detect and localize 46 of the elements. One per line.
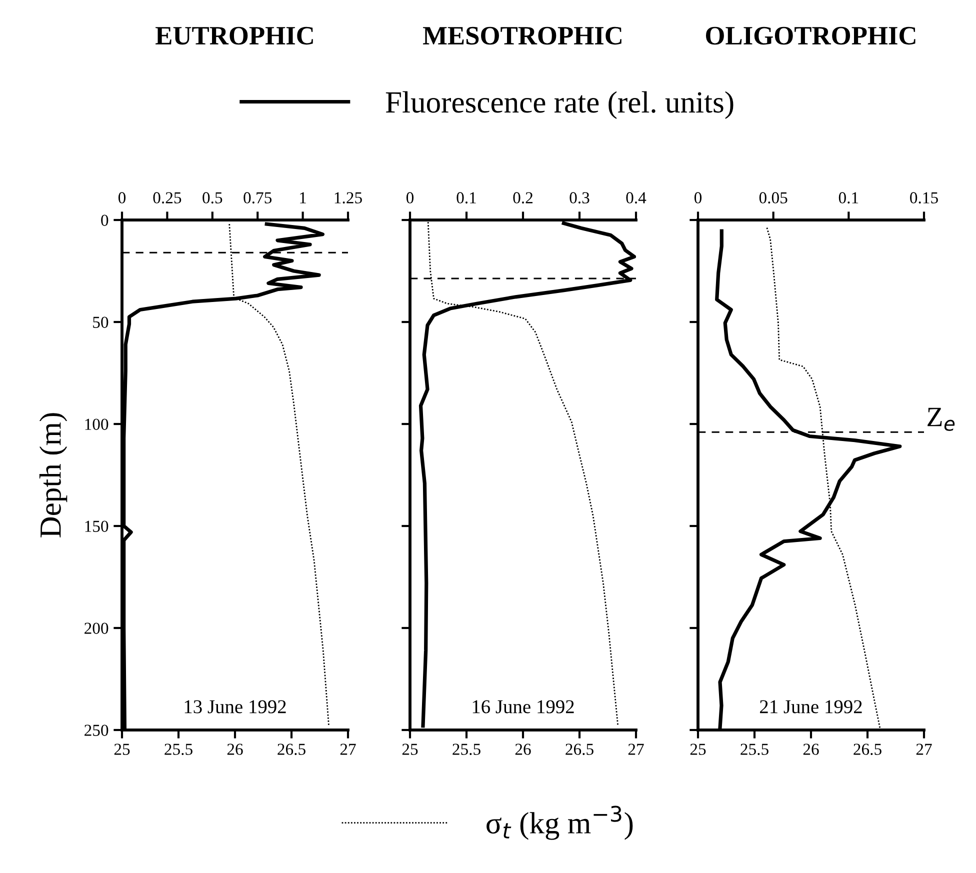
x2-tick-label: 0.15 <box>910 192 938 204</box>
x-tick-label: 25.5 <box>164 744 192 755</box>
x-tick-label: 25 <box>114 744 130 755</box>
x-tick-label: 27 <box>916 744 932 755</box>
y-tick-label: 250 <box>84 724 108 736</box>
x-tick-label: 25 <box>402 744 418 755</box>
x-tick-label: 26.5 <box>566 744 594 755</box>
x-tick-label: 27 <box>340 744 356 755</box>
x-tick-label: 25.5 <box>452 744 480 755</box>
annotation: 16 June 1992 <box>472 700 574 714</box>
x2-tick-label: 0.1 <box>456 192 476 204</box>
x2-tick-label: 1 <box>300 192 306 204</box>
chart-title: OLIGOTROPHIC <box>706 26 916 45</box>
x2-tick-label: 0 <box>694 192 702 204</box>
legend-label: Fluorescence rate (rel. units) <box>386 91 734 119</box>
x-tick-label: 26.5 <box>854 744 882 755</box>
y-tick-label: 50 <box>93 316 108 328</box>
x-tick-label: 25.5 <box>740 744 768 755</box>
x-tick-label: 27 <box>628 744 644 755</box>
x2-tick-label: 0.05 <box>759 192 788 204</box>
x2-tick-label: 0 <box>406 192 414 204</box>
annotation: 21 June 1992 <box>760 700 862 714</box>
x2-tick-label: 0.3 <box>570 192 590 204</box>
x-tick-label: 26 <box>515 744 531 755</box>
x2-tick-label: 0.4 <box>626 192 646 204</box>
x2-tick-label: 0.25 <box>153 192 182 204</box>
x2-tick-label: 0.5 <box>202 192 222 204</box>
chart-title: EUTROPHIC <box>156 26 313 45</box>
x2-tick-label: 0.2 <box>513 192 532 204</box>
y-tick-label: 150 <box>85 520 108 532</box>
x-tick-label: 25 <box>690 744 706 755</box>
y-tick-label: 100 <box>85 418 108 430</box>
x2-tick-label: 0 <box>118 192 126 204</box>
y-tick-label: 200 <box>84 622 108 634</box>
legend-label: σ$_{t}$ (kg m$^{−3}$) <box>486 806 633 840</box>
ref-line-label: Z$_{e}$ <box>928 408 955 431</box>
y-axis-title: Depth (m) <box>39 413 68 538</box>
chart-title: MESOTROPHIC <box>423 26 622 45</box>
annotation: 13 June 1992 <box>184 700 286 714</box>
x-tick-label: 26 <box>227 744 243 755</box>
x-tick-label: 26.5 <box>278 744 306 755</box>
x2-tick-label: 0.1 <box>838 192 858 204</box>
x2-tick-label: 1.25 <box>334 192 362 204</box>
y-tick-label: 0 <box>101 214 108 226</box>
x-tick-label: 26 <box>803 744 819 755</box>
x2-tick-label: 0.75 <box>244 192 272 204</box>
